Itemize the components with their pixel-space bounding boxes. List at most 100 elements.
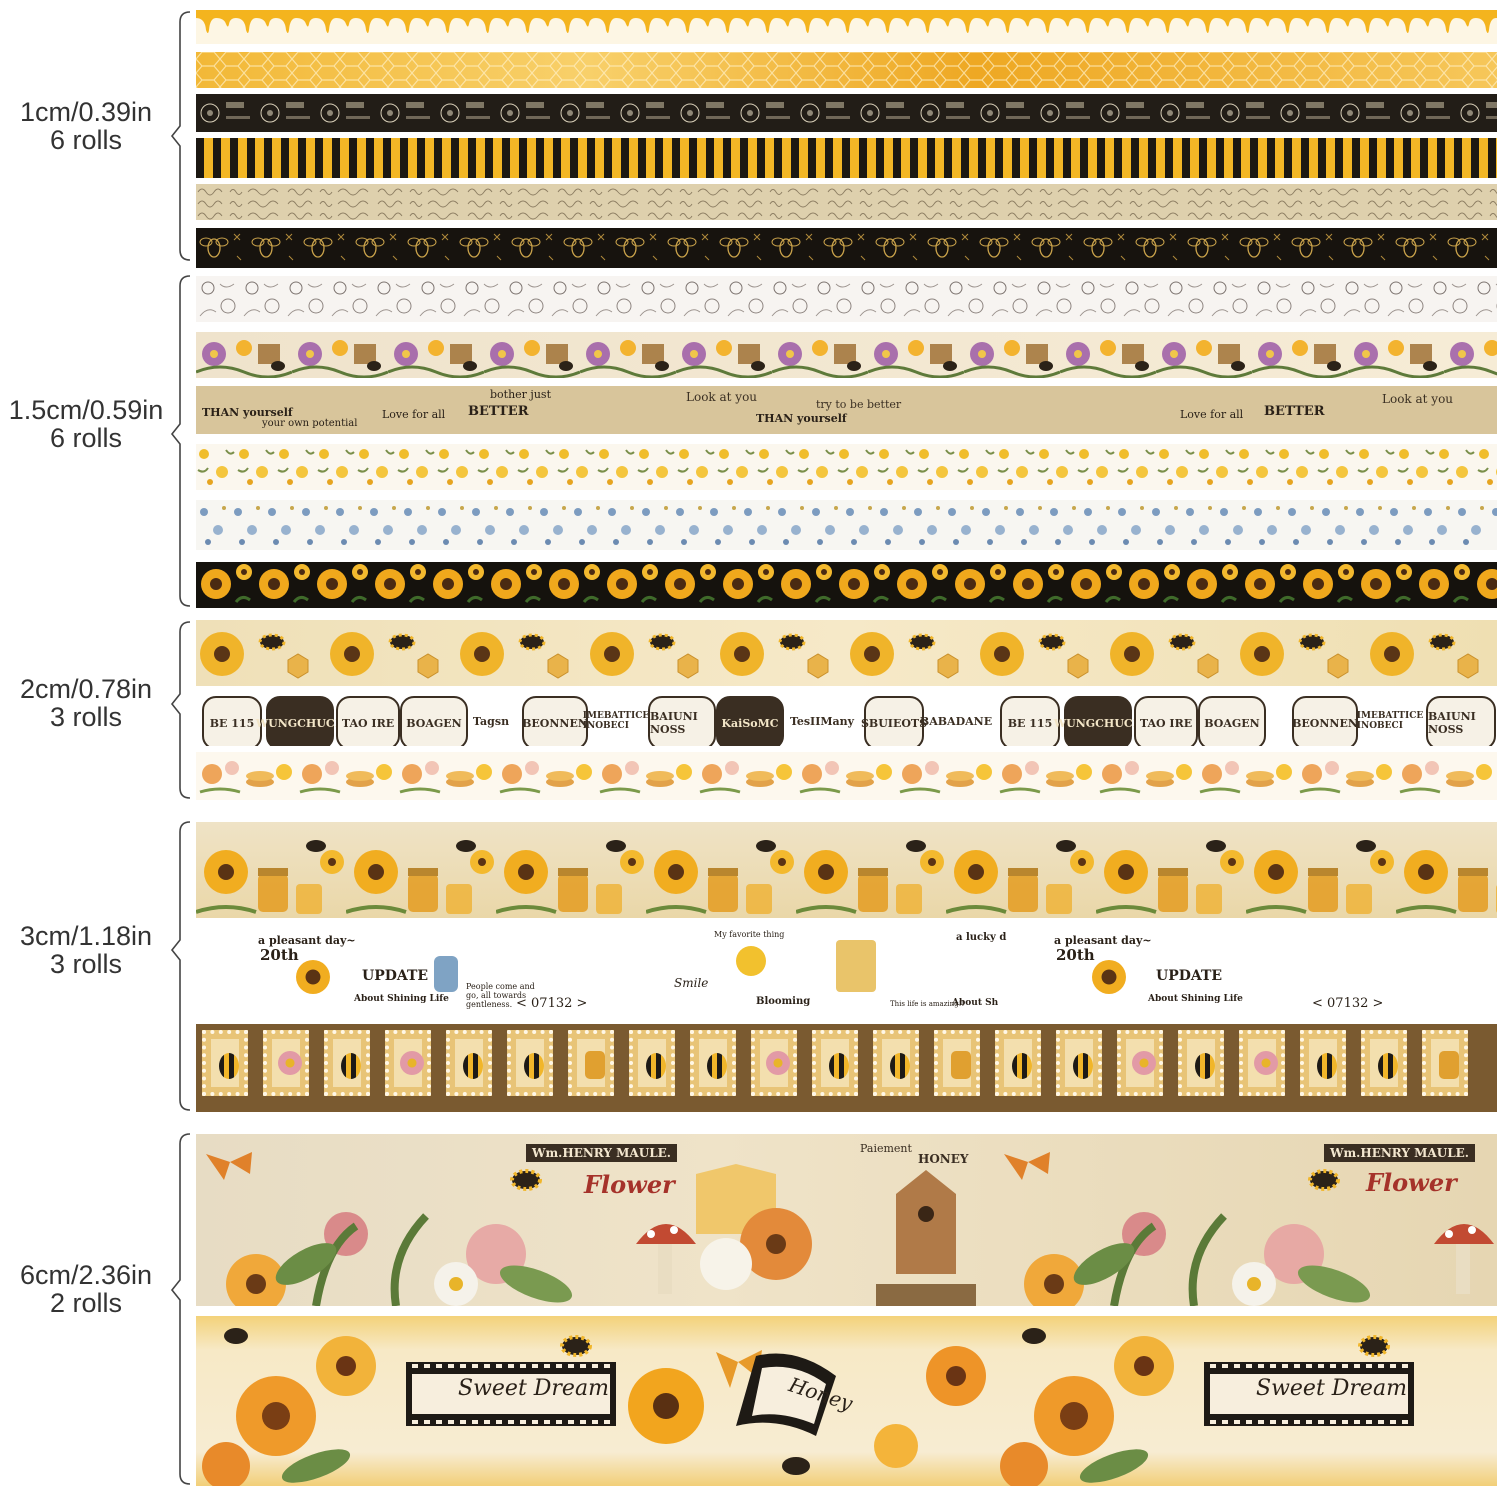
size-label-6cm: 6cm/2.36in 2 rolls [0,1261,172,1317]
label-boagen-repeat: BOAGEN [1198,696,1266,746]
journal-update: UPDATE [362,968,429,984]
flower-icon [400,1051,424,1075]
bracket-3cm [170,821,191,1111]
tape-bees-sunflower-collage [196,620,1497,686]
label-tao-ire: TAO IRE [336,696,400,746]
stamp-image [1004,1039,1032,1087]
size-label-3cm: 3cm/1.18in 3 rolls [0,922,172,978]
stamp-image [455,1039,483,1087]
bee-stamp [934,1030,980,1096]
bee-icon [1012,1053,1032,1079]
tape-black-yellow-stripes [196,138,1497,178]
garden-henry-maule-repeat: Wm.HENRY MAULE. [1324,1144,1475,1162]
label-imebattice-repeat: IMEBATTICE INOBECI [1356,711,1424,731]
journal-number-repeat: < 07132 > [1312,996,1384,1011]
label-imebattice: IMEBATTICE INOBECI [582,711,650,731]
stamp-image [821,1039,849,1087]
bee-stamp [324,1030,370,1096]
size-label-1-5cm: 1.5cm/0.59in 6 rolls [0,396,172,452]
journal-shining-life-repeat: About Shining Life [1148,994,1243,1004]
stamp-image [1309,1039,1337,1087]
garden-collage-art [206,1134,1497,1306]
bee-stamp [690,1030,736,1096]
bee-stamp [446,1030,492,1096]
size-label-6cm-count: 2 rolls [49,1288,123,1318]
stamp-image [1065,1039,1093,1087]
bracket-2cm [170,621,191,799]
size-label-6cm-width: 6cm/2.36in [19,1260,153,1290]
flower-icon [1254,1051,1278,1075]
bee-icon [829,1053,849,1079]
label-be115-repeat: BE 115 [1000,696,1060,746]
saying-than-yourself-repeat: THAN yourself [756,412,847,425]
sunflower-decal-repeat [1092,960,1126,994]
garden-henry-maule: Wm.HENRY MAULE. [526,1144,677,1162]
size-label-2cm-width: 2cm/0.78in [19,674,153,704]
sketch-floral-pattern [196,276,1497,322]
tape-journal-collage: a pleasant day~ 20th UPDATE About Shinin… [196,926,1497,1018]
journal-pleasant-day: a pleasant day~ [258,934,356,947]
size-label-1cm: 1cm/0.39in 6 rolls [0,98,172,154]
honey-drip-pattern [196,10,1497,44]
stamp-image [211,1039,239,1087]
honey-pancake-pattern [196,752,1497,800]
handwriting-pattern [196,184,1497,220]
journal-number: < 07132 > [516,996,588,1011]
bee-stamp [263,1030,309,1096]
honey-jar-icon [1439,1051,1459,1079]
stamp-image [333,1039,361,1087]
journal-favorite: My favorite thing [714,930,785,939]
bee-icon [1195,1053,1215,1079]
bee-stamp [873,1030,919,1096]
gold-bee-pattern [196,228,1497,268]
saying-look-at-you-repeat: Look at you [1382,392,1454,406]
stamp-image [272,1039,302,1087]
stamp-image [1187,1039,1215,1087]
stamp-image [1248,1039,1278,1087]
tape-vintage-sayings: Look at you try to be better THAN yourse… [196,386,1497,434]
flower-icon [766,1051,790,1075]
bracket-1-5cm [170,275,191,607]
bee-stamp [1300,1030,1346,1096]
label-baiuni-repeat: BAIUNI NOSS [1426,696,1496,746]
bee-icon [524,1053,544,1079]
tape-script-kraft [196,184,1497,220]
tape-honey-drip [196,10,1497,44]
size-brackets [170,11,191,1485]
bee-stamp [202,1030,248,1096]
saying-potential: your own potential [262,418,358,429]
vintage-ephemera-pattern [196,94,1497,132]
bee-stamp-decal [836,940,876,992]
label-be115: BE 115 [202,696,262,746]
label-sbuieots: SBUIEOTS [861,696,927,746]
journal-pleasant-day-repeat: a pleasant day~ [1054,934,1152,947]
bracket-1cm [170,11,191,261]
size-label-1-5cm-width: 1.5cm/0.59in [8,395,164,425]
label-kaisomc: KaiSoMC [716,696,784,746]
sunflower-pattern [196,562,1497,608]
purple-floral-pattern [196,332,1497,378]
bracket-6cm [170,1133,191,1485]
journal-smile: Smile [674,976,709,990]
saying-better-repeat: BETTER [1264,404,1325,419]
bee-icon [463,1053,483,1079]
tape-vintage-labels: BE 115 WUNGCHUCK TAO IRE BOAGEN Tagsn BE… [196,690,1497,746]
bee-stamp [995,1030,1041,1096]
sweet-dream-text: Sweet Dream [458,1376,609,1401]
bee-stamp [1422,1030,1468,1096]
saying-try-better: try to be better [816,398,902,411]
size-label-1-5cm-count: 6 rolls [49,423,123,453]
tape-yellow-flowers-white [196,444,1497,490]
bee-icon [219,1053,239,1079]
label-tagsn: Tagsn [472,714,510,728]
sunflower-decal [296,960,330,994]
bee-icon [1378,1053,1398,1079]
journal-people: People come and go, all towards gentlene… [466,982,535,1009]
size-label-2cm-count: 3 rolls [49,702,123,732]
stamp-image [882,1039,910,1087]
bee-stamp [385,1030,431,1096]
tape-garden-flower: Wm.HENRY MAULE. Flower Paiement HONEY Wm… [196,1134,1497,1306]
stamp-image [394,1039,424,1087]
tape-purple-flowers-bees [196,332,1497,378]
stamp-image [943,1039,971,1087]
